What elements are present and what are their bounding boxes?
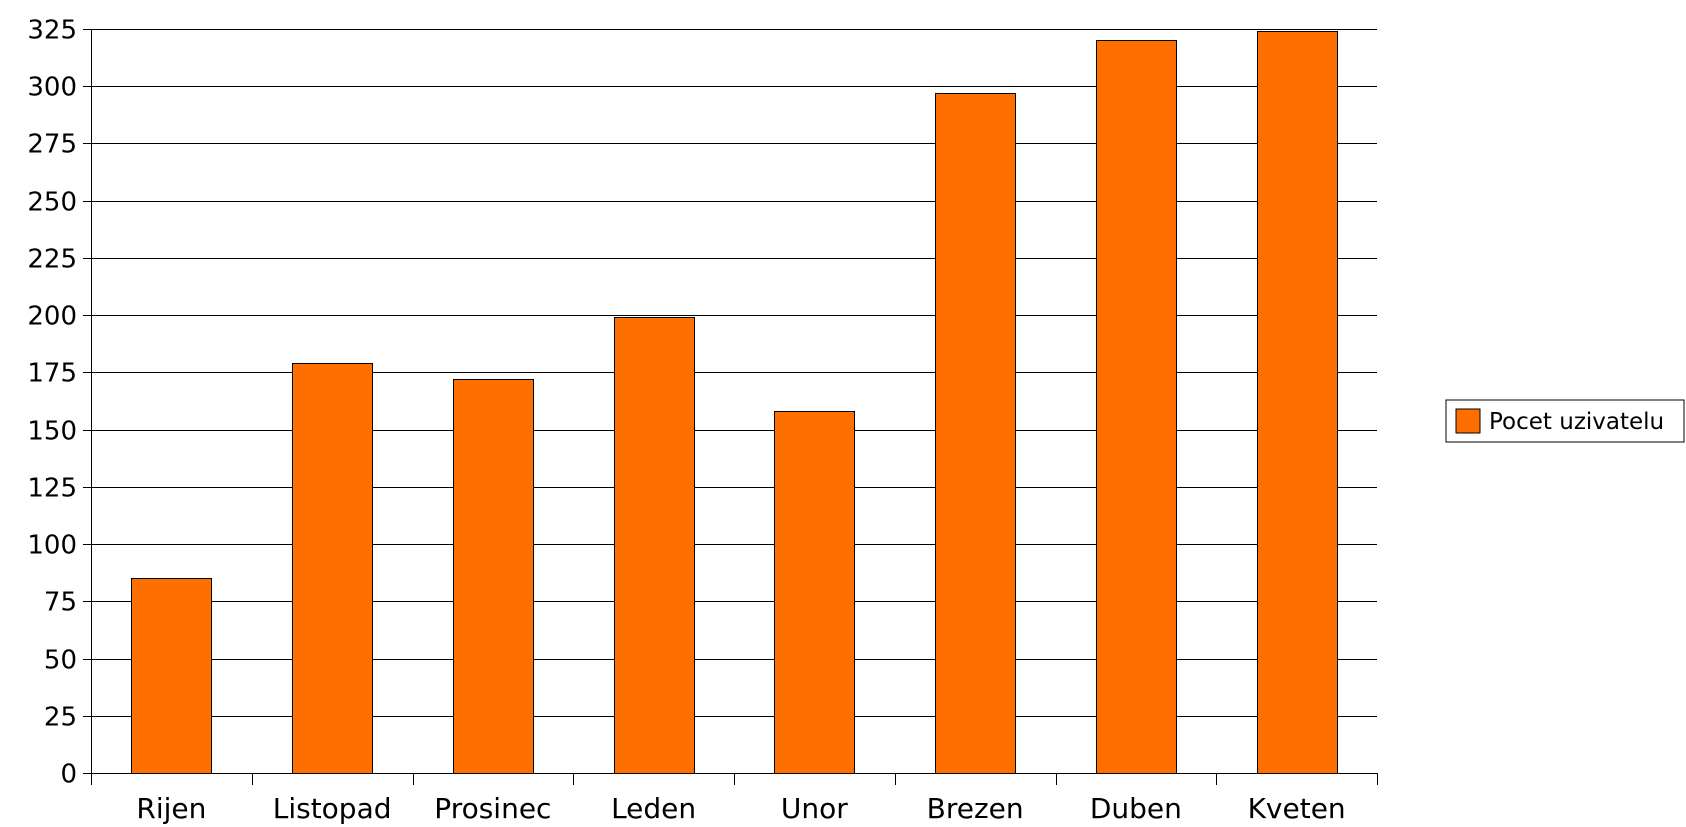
bar <box>292 363 373 774</box>
y-tick-label: 250 <box>27 188 77 218</box>
x-tick-label: Kveten <box>1248 792 1346 825</box>
y-tick-label: 175 <box>27 359 77 389</box>
axes <box>83 29 1378 785</box>
x-tick-label: Rijen <box>136 792 206 825</box>
x-tick-label: Unor <box>781 792 848 825</box>
bar <box>935 93 1016 774</box>
bar <box>774 411 855 774</box>
bar <box>131 578 212 774</box>
gridlines <box>91 29 1377 717</box>
y-tick-label: 125 <box>27 474 77 504</box>
bar <box>453 379 534 774</box>
y-tick-label: 200 <box>27 302 77 332</box>
y-tick-label: 300 <box>27 73 77 103</box>
y-tick-label: 325 <box>27 16 77 46</box>
legend-label: Pocet uzivatelu <box>1489 409 1664 435</box>
x-tick-label: Brezen <box>927 792 1024 825</box>
y-tick-label: 0 <box>60 760 77 790</box>
legend-swatch <box>1455 408 1481 434</box>
y-tick-label: 275 <box>27 130 77 160</box>
bar <box>1257 31 1338 774</box>
bars <box>131 31 1338 774</box>
y-tick-label: 225 <box>27 245 77 275</box>
x-tick-label: Leden <box>611 792 696 825</box>
bar <box>1096 40 1177 774</box>
y-tick-labels: 0 25 50 75 100 125 150 175 200 225 250 275 300 325 <box>27 16 77 790</box>
legend: Pocet uzivatelu <box>1445 399 1685 443</box>
y-tick-label: 100 <box>27 531 77 561</box>
x-tick-label: Listopad <box>273 792 392 825</box>
x-tick-label: Prosinec <box>434 792 551 825</box>
legend-box <box>1445 399 1685 443</box>
y-tick-label: 150 <box>27 417 77 447</box>
y-tick-label: 50 <box>44 646 77 676</box>
x-tick-labels: Rijen Listopad Prosinec Leden Unor Brezen Dube… <box>136 792 1345 825</box>
x-tick-label: Duben <box>1090 792 1182 825</box>
y-tick-label: 25 <box>44 703 77 733</box>
bar <box>614 317 695 774</box>
y-tick-label: 75 <box>44 588 77 618</box>
